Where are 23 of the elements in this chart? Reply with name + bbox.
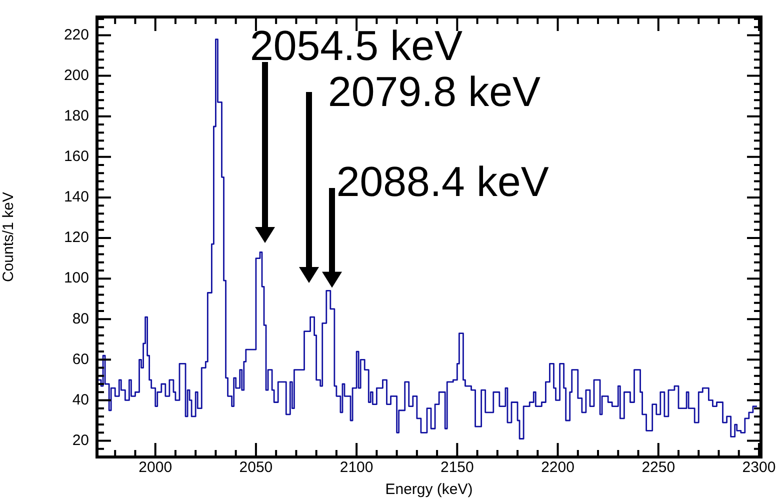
x-axis-title: Energy (keV) xyxy=(385,481,473,498)
x-tick-label: 2100 xyxy=(340,459,374,476)
y-tick-label: 180 xyxy=(64,107,89,124)
y-tick-label: 120 xyxy=(64,229,89,246)
y-tick-label: 140 xyxy=(64,188,89,206)
annotation: 2054.5 keV xyxy=(250,22,463,69)
annotation: 2088.4 keV xyxy=(336,158,549,205)
y-tick-label: 220 xyxy=(64,26,89,44)
x-tick-label: 2300 xyxy=(742,459,776,476)
x-tick-label: 2200 xyxy=(541,459,574,476)
y-tick-label: 80 xyxy=(72,310,89,328)
y-axis-title: Counts/1 keV xyxy=(0,192,18,282)
x-tick-label: 2150 xyxy=(440,459,474,476)
y-tick-label: 200 xyxy=(64,66,89,84)
y-tick-label: 100 xyxy=(64,270,89,287)
y-tick-label: 60 xyxy=(72,350,89,368)
y-tick-label: 40 xyxy=(72,391,89,408)
x-tick-label: 2250 xyxy=(642,459,676,476)
x-tick-label: 2000 xyxy=(138,459,172,476)
x-tick-label: 2050 xyxy=(239,459,273,476)
annotation: 2079.8 keV xyxy=(328,68,541,115)
y-tick-label: 20 xyxy=(72,432,89,449)
y-tick-label: 160 xyxy=(64,148,89,166)
